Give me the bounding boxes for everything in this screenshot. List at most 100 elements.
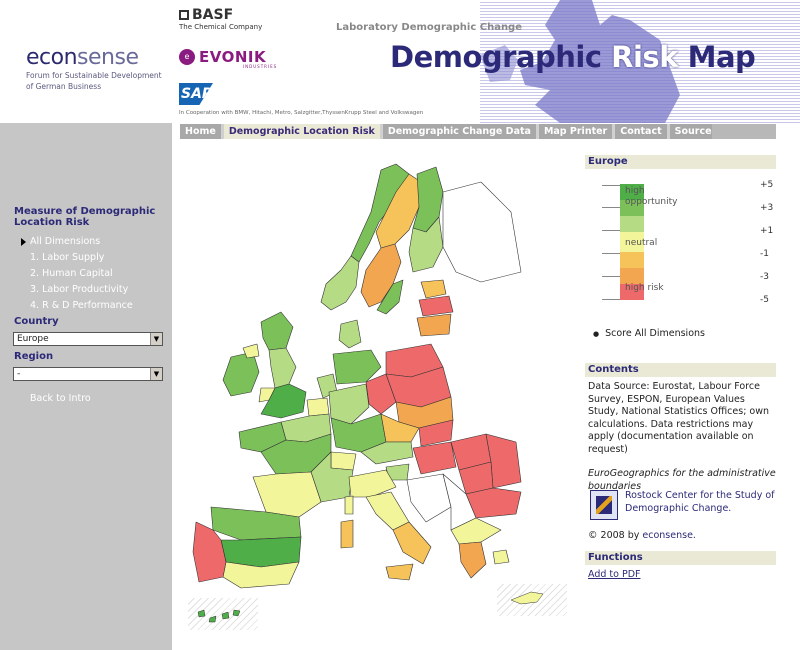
legend-swatch-3: [620, 216, 644, 232]
econsense-subtitle-1: Forum for Sustainable Development: [26, 71, 162, 80]
tab-demographic-location-risk[interactable]: Demographic Location Risk: [223, 124, 380, 139]
econsense-logo-light: sense: [77, 45, 139, 70]
rostock-center[interactable]: Rostock Center for the Study of Demograp…: [590, 490, 785, 520]
tab-contact[interactable]: Contact: [615, 124, 667, 139]
region-greece-islands: [492, 549, 510, 565]
region-lithuania: [416, 313, 452, 337]
legend-swatch-2: [620, 200, 644, 216]
region-balkans-west: [406, 473, 452, 523]
region-england-north: [268, 347, 297, 389]
tab-map-printer[interactable]: Map Printer: [538, 124, 613, 139]
back-to-intro-link[interactable]: Back to Intro: [30, 393, 91, 404]
rostock-link[interactable]: Rostock Center for the Study of Demograp…: [625, 490, 775, 514]
legend-color-scale: [620, 184, 644, 300]
region-norway-south: [320, 255, 360, 311]
region-sardinia: [340, 519, 354, 549]
copyright-org[interactable]: econsense.: [642, 530, 696, 541]
region-russia: [442, 181, 522, 283]
cyprus-inset: [497, 584, 567, 616]
legend-value-minus1: -1: [760, 249, 769, 259]
title-demographic: Demographic: [390, 40, 602, 74]
legend-label-high-opportunity: high opportunity: [625, 186, 678, 207]
legend-swatch-6: [620, 268, 644, 284]
dimension-rd-performance[interactable]: 4. R & D Performance: [30, 300, 133, 311]
canary-islands-icon: [197, 609, 241, 623]
basf-logo: BASF The Chemical Company: [179, 7, 262, 31]
legend-label-neutral: neutral: [625, 238, 658, 248]
title-map: Map: [687, 40, 756, 74]
country-select[interactable]: Europe ▼: [13, 332, 163, 346]
region-estonia: [420, 279, 447, 299]
region-greece-north: [450, 517, 502, 545]
legend-swatch-4: [620, 232, 644, 252]
functions-heading: Functions: [585, 551, 776, 565]
region-romania-east: [485, 433, 522, 489]
evonik-circle-icon: e: [179, 49, 195, 65]
dimension-all[interactable]: All Dimensions: [21, 234, 133, 250]
region-sweden-stockholm: [376, 279, 404, 315]
evonik-tagline: INDUSTRIES: [243, 64, 278, 69]
region-germany-east: [365, 373, 397, 415]
region-select[interactable]: - ▼: [13, 367, 163, 381]
region-sicily: [385, 563, 414, 581]
region-italy-south: [392, 521, 432, 565]
legend-value-minus5: -5: [760, 295, 769, 305]
page-title: Demographic Risk Map: [390, 40, 756, 74]
europe-map-svg[interactable]: [181, 152, 571, 634]
chevron-down-icon[interactable]: ▼: [150, 368, 162, 380]
lab-title: Laboratory Demographic Change: [336, 22, 523, 33]
region-finland-south: [408, 216, 444, 273]
copyright-prefix: © 2008 by: [588, 530, 640, 541]
country-select-value: Europe: [17, 334, 49, 344]
dimension-list: All Dimensions 1. Labor Supply 2. Human …: [21, 234, 133, 314]
region-sweden-south: [360, 243, 402, 308]
region-sweden-north: [375, 173, 422, 249]
legend-value-minus3: -3: [760, 272, 769, 282]
legend-value-plus5: +5: [760, 180, 774, 190]
basf-square-icon: [179, 10, 189, 20]
dimension-labor-supply[interactable]: 1. Labor Supply: [30, 252, 105, 263]
region-scotland: [260, 311, 294, 351]
cyprus-icon: [510, 591, 544, 605]
sidebar: Measure of Demographic Location Risk All…: [0, 140, 172, 650]
region-czechia: [380, 413, 420, 443]
region-germany-west: [328, 383, 370, 425]
econsense-logo-dark: econ: [26, 45, 78, 70]
legend-value-plus3: +3: [760, 203, 774, 213]
nav-left-pad: [0, 123, 172, 140]
region-slovakia: [418, 419, 454, 447]
nav-bar: Home Demographic Location Risk Demograph…: [0, 123, 800, 140]
europe-map[interactable]: [181, 152, 571, 634]
region-hungary: [412, 441, 457, 475]
region-denmark: [338, 319, 362, 349]
region-france-southwest: [252, 471, 322, 518]
canary-islands-inset: [188, 598, 258, 630]
tab-home[interactable]: Home: [180, 124, 221, 139]
nav-filler: [712, 124, 776, 139]
evonik-logo: e EVONIK INDUSTRIES: [179, 48, 276, 69]
region-portugal: [192, 521, 227, 583]
region-austria: [360, 441, 414, 465]
region-latvia: [418, 295, 454, 317]
legend-label-high-risk: high risk: [625, 283, 664, 293]
econsense-logo[interactable]: econsense Forum for Sustainable Developm…: [26, 45, 162, 92]
sidebar-title: Measure of Demographic Location Risk: [14, 206, 156, 228]
evonik-name: EVONIK: [199, 48, 267, 66]
region-italy-north: [348, 469, 397, 498]
contents-body: Data Source: Eurostat, Labour Force Surv…: [588, 381, 776, 493]
score-all-dimensions[interactable]: Score All Dimensions: [593, 328, 705, 339]
add-to-pdf-link[interactable]: Add to PDF: [588, 569, 641, 580]
title-banner: Laboratory Demographic Change Demographi…: [330, 0, 800, 123]
chevron-down-icon[interactable]: ▼: [150, 333, 162, 345]
data-source-text: Data Source: Eurostat, Labour Force Surv…: [588, 381, 770, 455]
header: econsense Forum for Sustainable Developm…: [0, 0, 800, 123]
region-northern-ireland: [242, 343, 260, 359]
region-england-south: [260, 383, 307, 419]
copyright: © 2008 by econsense.: [588, 530, 696, 541]
dimension-human-capital[interactable]: 2. Human Capital: [30, 268, 113, 279]
rostock-logo-icon: [590, 490, 618, 520]
region-corsica: [344, 495, 354, 515]
tab-sources[interactable]: Sources: [669, 124, 723, 139]
tab-demographic-change-data[interactable]: Demographic Change Data: [382, 124, 536, 139]
dimension-labor-productivity[interactable]: 3. Labor Productivity: [30, 284, 129, 295]
